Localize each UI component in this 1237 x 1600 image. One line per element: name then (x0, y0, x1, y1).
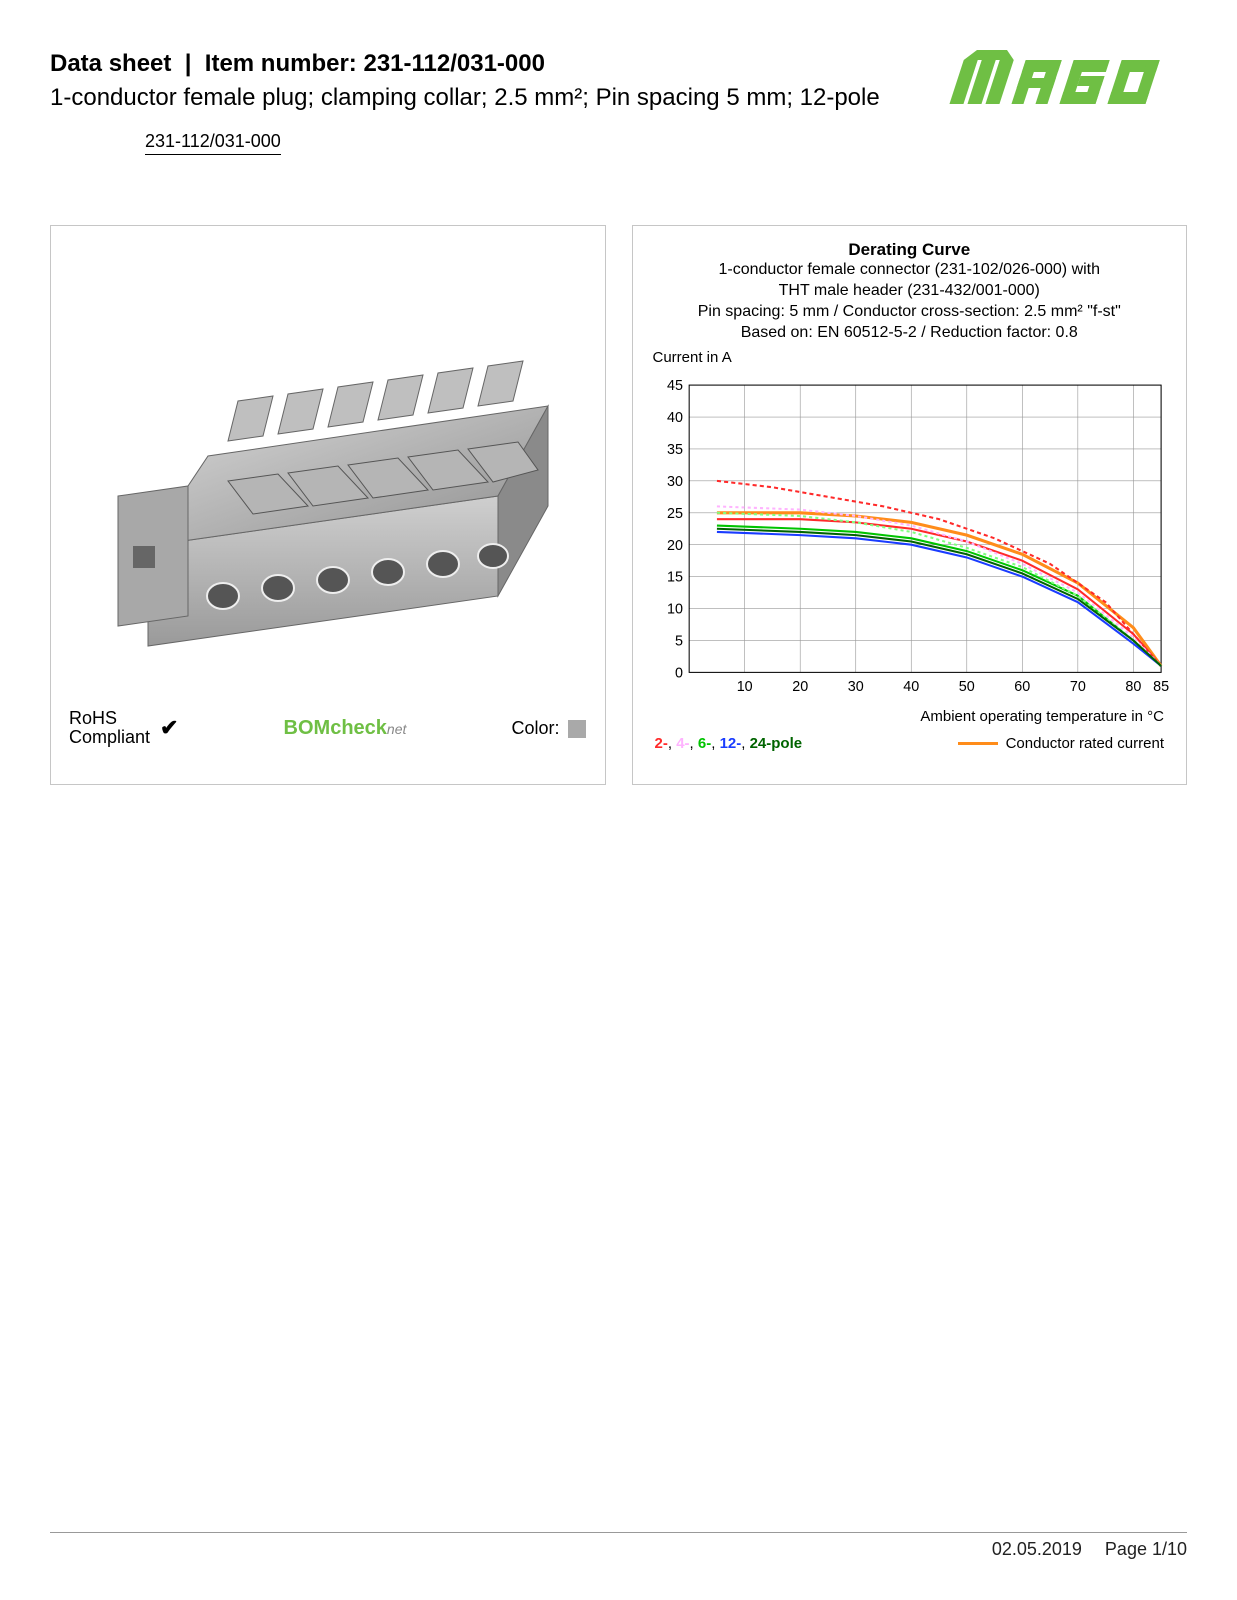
itemnumber-label: Item number: (205, 50, 357, 77)
derating-chart: 0 5 10 15 20 25 30 35 40 45 10 20 30 40 50 60 70 80 85 (643, 374, 1177, 704)
svg-text:30: 30 (847, 679, 863, 695)
color-label: Color: (511, 718, 559, 738)
product-description: 1-conductor female plug; clamping collar… (50, 82, 880, 113)
page-footer: 02.05.2019 Page 1/10 (50, 1532, 1187, 1560)
svg-text:10: 10 (667, 602, 683, 618)
svg-text:10: 10 (736, 679, 752, 695)
check-icon: ✔ (160, 716, 178, 740)
part-number-link[interactable]: 231-112/031-000 (145, 131, 281, 155)
rohs-badge: RoHS Compliant ✔ (69, 709, 178, 749)
bomcheck-suffix: net (387, 721, 406, 737)
svg-text:50: 50 (958, 679, 974, 695)
bomcheck-text: BOMcheck (284, 717, 387, 739)
legend-rated-text: Conductor rated current (1006, 735, 1164, 752)
footer-page: Page 1/10 (1105, 1539, 1187, 1559)
svg-text:40: 40 (667, 411, 683, 427)
chart-sub2: THT male header (231-432/001-000) (643, 281, 1177, 302)
bomcheck-badge: BOMchecknet (284, 717, 407, 740)
svg-text:70: 70 (1069, 679, 1085, 695)
svg-text:5: 5 (675, 634, 683, 650)
svg-text:80: 80 (1125, 679, 1141, 695)
color-swatch (568, 720, 586, 738)
part-number: 231-112/031-000 (363, 50, 545, 77)
wago-logo (927, 50, 1187, 110)
chart-subtitle: 1-conductor female connector (231-102/02… (643, 260, 1177, 343)
datasheet-label: Data sheet (50, 50, 171, 77)
chart-sub1: 1-conductor female connector (231-102/02… (643, 260, 1177, 281)
svg-text:15: 15 (667, 570, 683, 586)
svg-text:25: 25 (667, 506, 683, 522)
chart-sub4: Based on: EN 60512-5-2 / Reduction facto… (643, 323, 1177, 344)
chart-sub3: Pin spacing: 5 mm / Conductor cross-sect… (643, 302, 1177, 323)
legend-poles: 2-, 4-, 6-, 12-, 24-pole (655, 735, 803, 752)
svg-text:40: 40 (903, 679, 919, 695)
svg-text:85: 85 (1153, 679, 1169, 695)
y-axis-label: Current in A (653, 349, 1177, 366)
chart-title: Derating Curve (643, 240, 1177, 260)
svg-text:20: 20 (667, 538, 683, 554)
connector-illustration (78, 246, 578, 666)
rohs-text1: RoHS (69, 709, 150, 729)
color-indicator: Color: (511, 718, 586, 739)
derating-chart-panel: Derating Curve 1-conductor female connec… (632, 225, 1188, 785)
svg-text:60: 60 (1014, 679, 1030, 695)
svg-text:30: 30 (667, 474, 683, 490)
svg-text:45: 45 (667, 379, 683, 395)
product-image-panel: RoHS Compliant ✔ BOMchecknet Color: (50, 225, 606, 785)
svg-text:35: 35 (667, 442, 683, 458)
svg-text:20: 20 (792, 679, 808, 695)
x-axis-label: Ambient operating temperature in °C (643, 708, 1177, 725)
header-block: Data sheet | Item number: 231-112/031-00… (50, 50, 880, 113)
rohs-text2: Compliant (69, 728, 150, 748)
legend-rated-line (958, 742, 998, 745)
footer-date: 02.05.2019 (992, 1539, 1082, 1559)
svg-text:0: 0 (675, 666, 683, 682)
legend-rated: Conductor rated current (958, 735, 1164, 752)
chart-legend: 2-, 4-, 6-, 12-, 24-pole Conductor rated… (643, 735, 1177, 752)
